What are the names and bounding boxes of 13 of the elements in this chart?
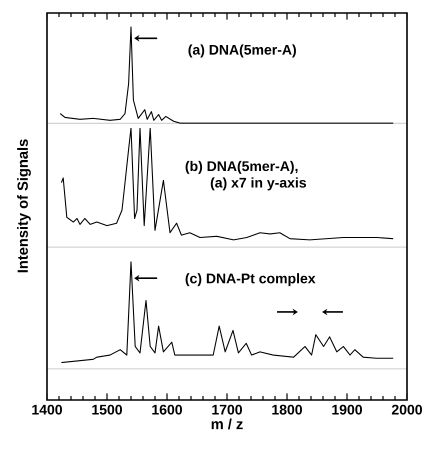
text: (a) x7 in y-axis xyxy=(210,177,306,190)
x-axis-title: m / z xyxy=(212,418,243,430)
x-tick-label: 2000 xyxy=(392,404,422,415)
x-tick-label: 1600 xyxy=(152,404,182,415)
x-tick-label: 1900 xyxy=(332,404,362,415)
text: (a) DNA(5mer-A) xyxy=(188,44,296,58)
x-tick-label: 1700 xyxy=(212,404,242,415)
x-tick-label: 1400 xyxy=(32,404,62,415)
y-axis-title: Intensity of Signals xyxy=(17,139,31,272)
text: (c) DNA-Pt complex xyxy=(186,273,316,286)
x-tick-label: 1800 xyxy=(272,404,302,415)
x-tick-label: 1500 xyxy=(92,404,122,415)
text: (b) DNA(5mer-A), xyxy=(186,160,298,174)
